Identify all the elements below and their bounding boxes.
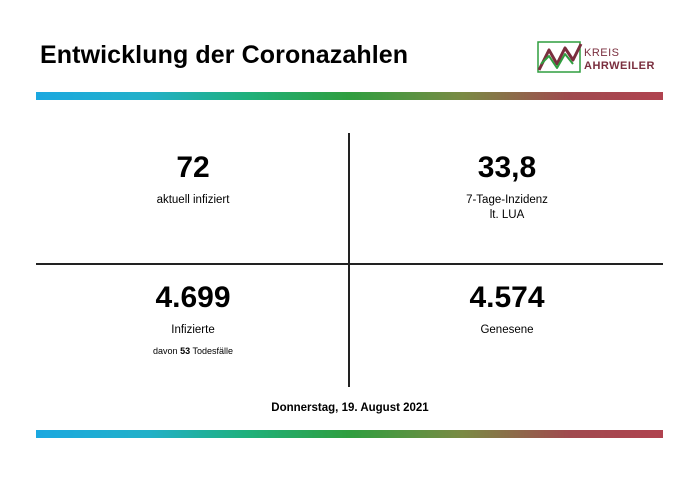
logo-text-ahrweiler: AHRWEILER <box>584 60 655 72</box>
vertical-divider <box>348 133 350 387</box>
incidence-label-line1: 7-Tage-Inzidenz <box>466 194 548 206</box>
deaths-value: 53 <box>180 346 191 356</box>
horizontal-divider <box>36 263 663 265</box>
deaths-prefix: davon <box>153 346 178 356</box>
deaths-suffix: Todesfälle <box>192 346 233 356</box>
deaths-note: davon 53 Todesfälle <box>38 346 348 356</box>
recovered-label: Genesene <box>480 324 534 336</box>
logo-mark-icon <box>537 41 583 73</box>
top-gradient-bar <box>36 92 663 100</box>
incidence-label: 7-Tage-Inzidenz lt. LUA <box>352 193 662 223</box>
report-date: Donnerstag, 19. August 2021 <box>271 402 429 414</box>
total-label: Infizierte <box>171 324 215 336</box>
incidence-value: 33,8 <box>477 151 537 184</box>
stat-infected: 72 aktuell infiziert <box>38 151 348 208</box>
stat-incidence: 33,8 7-Tage-Inzidenz lt. LUA <box>352 151 662 223</box>
incidence-label-line2: lt. LUA <box>489 209 525 221</box>
bottom-gradient-bar <box>36 430 663 438</box>
logo-text-kreis: KREIS <box>584 47 620 59</box>
recovered-value: 4.574 <box>469 281 545 314</box>
infected-label: aktuell infiziert <box>156 194 230 206</box>
stat-total: 4.699 Infizierte davon 53 Todesfälle <box>38 281 348 356</box>
total-value: 4.699 <box>155 281 231 314</box>
stat-recovered: 4.574 Genesene <box>352 281 662 338</box>
kreis-ahrweiler-logo: KREIS AHRWEILER <box>537 40 687 76</box>
infected-value: 72 <box>176 151 210 184</box>
page-title: Entwicklung der Coronazahlen <box>40 41 409 69</box>
